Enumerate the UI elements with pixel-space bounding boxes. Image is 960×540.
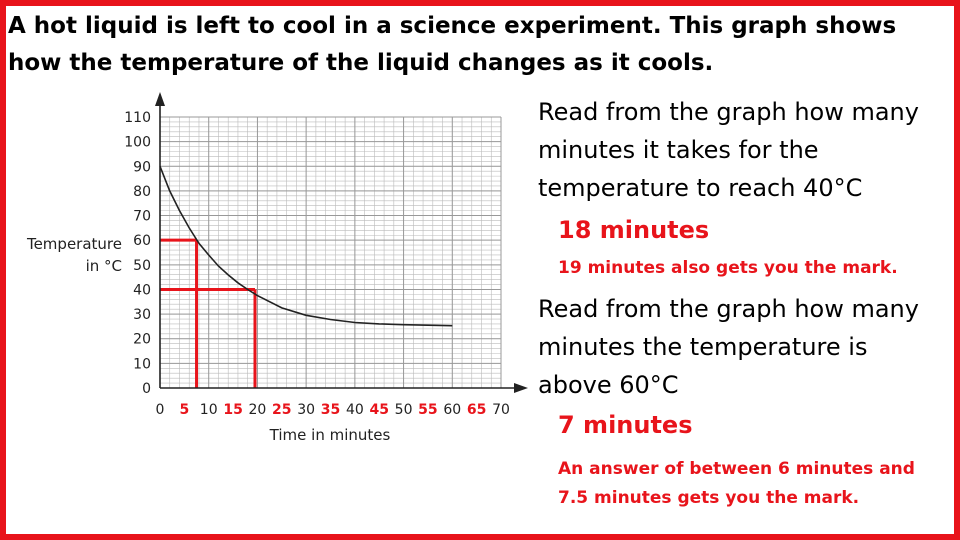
x-axis-arrow <box>514 383 528 393</box>
question2-note: An answer of between 6 minutes and 7.5 m… <box>558 459 915 508</box>
question2-text: Read from the graph how many minutes the… <box>538 295 919 399</box>
x-tick-label: 70 <box>492 402 510 418</box>
y-tick-label: 100 <box>124 135 151 151</box>
y-tick-label: 40 <box>133 282 151 298</box>
x-tick-label: 60 <box>443 402 461 418</box>
y-tick-label: 60 <box>133 233 151 249</box>
y-tick-label: 80 <box>133 184 151 200</box>
x-extra-tick-label: 65 <box>467 402 486 418</box>
y-tick-label: 90 <box>133 159 151 175</box>
question1-text: Read from the graph how many minutes it … <box>538 98 919 202</box>
x-extra-tick-label: 5 <box>179 402 189 418</box>
y-tick-label: 20 <box>133 332 151 348</box>
question1-note: 19 minutes also gets you the mark. <box>558 258 898 278</box>
x-extra-tick-labels: 5 15 25 35 45 55 65 <box>179 402 486 418</box>
x-tick-label: 0 <box>156 402 165 418</box>
y-tick-labels: 0 10 20 30 40 50 60 70 80 90 100 110 <box>124 110 151 397</box>
x-tick-label: 40 <box>346 402 364 418</box>
y-axis-label-line2: in °C <box>86 257 122 275</box>
y-tick-label: 30 <box>133 307 151 323</box>
y-axis-arrow <box>155 92 165 106</box>
y-tick-label: 10 <box>133 356 151 372</box>
y-tick-label: 70 <box>133 209 151 225</box>
chart-grid <box>159 116 502 389</box>
y-tick-label: 50 <box>133 258 151 274</box>
x-axis-label: Time in minutes <box>269 426 391 444</box>
cooling-curve <box>159 166 453 327</box>
x-extra-tick-label: 35 <box>321 402 340 418</box>
x-extra-tick-label: 25 <box>272 402 291 418</box>
x-tick-label: 30 <box>297 402 315 418</box>
x-extra-tick-label: 45 <box>369 402 388 418</box>
reading-lines <box>160 238 257 388</box>
x-tick-labels: 0 10 20 30 40 50 60 70 <box>156 402 510 418</box>
y-tick-label: 0 <box>142 381 151 397</box>
x-tick-label: 10 <box>200 402 218 418</box>
x-extra-tick-label: 15 <box>223 402 242 418</box>
x-tick-label: 20 <box>249 402 267 418</box>
x-tick-label: 50 <box>395 402 413 418</box>
chart-axes <box>155 92 528 393</box>
intro-text: A hot liquid is left to cool in a scienc… <box>8 13 897 76</box>
y-tick-label: 110 <box>124 110 151 126</box>
y-axis-label-line1: Temperature <box>26 235 122 253</box>
x-extra-tick-label: 55 <box>418 402 437 418</box>
question2-answer: 7 minutes <box>558 411 693 439</box>
question1-answer: 18 minutes <box>558 216 710 244</box>
